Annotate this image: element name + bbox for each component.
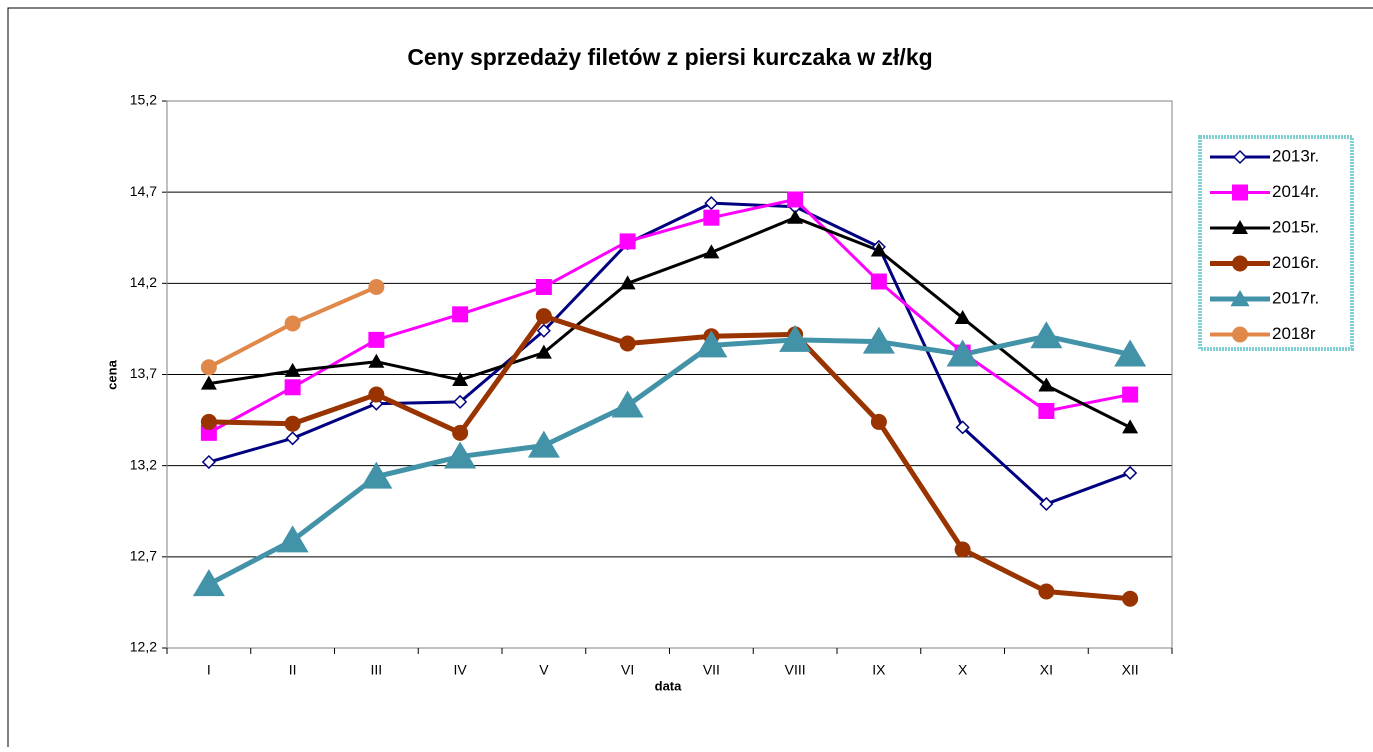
marker [453,394,468,409]
series-line [208,201,1131,506]
marker [200,424,217,441]
marker [862,326,895,354]
marker [369,396,384,411]
x-tick-label: III [371,662,383,678]
marker [954,541,971,558]
marker [787,209,804,224]
marker [1122,419,1139,434]
marker [1114,339,1147,367]
y-tick-label: 14,7 [130,183,157,199]
marker [535,308,552,325]
x-tick-label: V [539,662,549,678]
marker [870,413,887,430]
legend-label: 2014r. [1272,182,1319,201]
marker [285,431,300,446]
marker [870,242,887,257]
series-line [208,313,1131,602]
marker [1038,377,1055,392]
marker [619,275,636,290]
marker [284,362,301,377]
x-tick-label: VI [621,662,634,678]
x-tick-label: II [289,662,297,678]
legend-label: 2017r. [1272,288,1319,307]
legend-label: 2013r. [1272,146,1319,165]
marker [527,430,560,458]
marker [200,375,217,390]
legend-marker [1232,326,1248,343]
marker [368,278,385,295]
marker [536,323,551,338]
marker [201,454,216,470]
marker [535,278,552,295]
marker [619,233,636,250]
legend-label: 2018r [1272,324,1316,343]
marker [368,353,385,368]
marker [368,331,385,348]
marker [1038,583,1055,600]
legend-marker [1230,290,1250,307]
marker [284,415,301,432]
chart-title: Ceny sprzedaży filetów z piersi kurczaka… [407,44,932,70]
y-tick-label: 13,2 [130,456,157,472]
y-tick-label: 12,7 [130,548,157,564]
y-tick-label: 13,7 [130,365,157,381]
marker [452,371,469,386]
x-tick-label: X [958,662,968,678]
marker [946,339,979,367]
x-tick-label: VII [703,662,720,678]
series-line [208,197,1131,435]
marker [1038,402,1055,419]
marker [444,441,477,469]
series-line [208,216,1131,429]
legend-marker [1232,149,1248,165]
marker [284,379,301,396]
x-axis-label: data [655,678,683,693]
x-tick-label: I [207,662,211,678]
y-axis-label: cena [104,359,119,389]
x-tick-label: VIII [785,662,806,678]
marker [704,196,719,211]
marker [452,424,469,441]
marker [1122,386,1139,403]
marker [200,359,217,376]
marker [787,191,804,208]
y-tick-label: 14,2 [130,274,157,290]
marker [535,344,552,359]
marker [452,306,469,323]
y-tick-label: 12,2 [130,639,157,655]
y-tick-label: 15,2 [130,92,157,108]
legend-label: 2016r. [1272,253,1319,272]
marker [779,324,812,352]
marker [611,390,644,418]
x-tick-label: IX [872,662,886,678]
x-tick-label: XII [1122,662,1139,678]
marker [1039,496,1054,512]
marker [955,420,970,435]
marker [703,209,720,226]
x-tick-label: IV [454,662,468,678]
legend-label: 2015r. [1272,217,1319,236]
marker [954,309,971,324]
marker [870,273,887,290]
marker [200,413,217,430]
marker [1123,465,1138,481]
legend-marker [1232,220,1248,234]
marker [368,386,385,403]
marker [695,330,728,358]
marker [619,335,636,352]
legend-marker [1232,184,1248,201]
marker [192,569,225,597]
marker [284,315,301,332]
legend-box [1198,135,1354,351]
marker [1122,590,1139,607]
marker [1030,321,1063,349]
x-tick-label: XI [1040,662,1053,678]
marker [360,461,393,489]
marker [703,244,720,259]
legend-marker [1232,255,1248,272]
marker [276,525,309,553]
